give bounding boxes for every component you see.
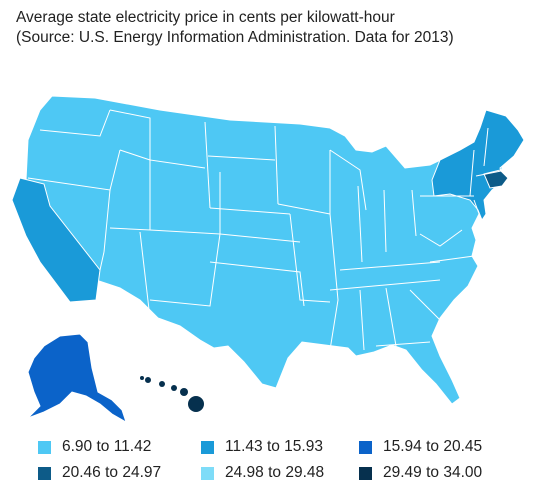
legend-label-1: 6.90 to 11.42 <box>62 438 151 456</box>
contiguous-us-landmass <box>26 96 504 404</box>
legend-label-5: 24.98 to 29.48 <box>225 464 324 482</box>
legend-item-4: 20.46 to 24.97 <box>38 464 161 482</box>
legend-swatch-1 <box>38 441 51 454</box>
legend-label-2: 11.43 to 15.93 <box>225 438 323 456</box>
hawaii-molokai <box>171 385 177 391</box>
hawaii-big-island <box>188 396 204 412</box>
alaska <box>28 334 126 422</box>
legend-item-3: 15.94 to 20.45 <box>359 438 482 456</box>
legend-swatch-3 <box>359 441 372 454</box>
legend-label-3: 15.94 to 20.45 <box>383 438 482 456</box>
hawaii <box>140 376 204 412</box>
hawaii-kauai <box>145 377 151 383</box>
legend-label-6: 29.49 to 34.00 <box>383 464 482 482</box>
legend-item-6: 29.49 to 34.00 <box>359 464 482 482</box>
hawaii-maui <box>180 388 188 396</box>
legend-swatch-5 <box>201 467 214 480</box>
legend-swatch-2 <box>201 441 214 454</box>
legend: 6.90 to 11.42 11.43 to 15.93 15.94 to 20… <box>38 438 538 488</box>
legend-label-4: 20.46 to 24.97 <box>62 464 161 482</box>
hawaii-niihau <box>140 376 144 380</box>
legend-swatch-6 <box>359 467 372 480</box>
legend-swatch-4 <box>38 467 51 480</box>
legend-item-2: 11.43 to 15.93 <box>201 438 323 456</box>
legend-item-1: 6.90 to 11.42 <box>38 438 151 456</box>
legend-item-5: 24.98 to 29.48 <box>201 464 324 482</box>
hawaii-oahu <box>159 381 165 387</box>
